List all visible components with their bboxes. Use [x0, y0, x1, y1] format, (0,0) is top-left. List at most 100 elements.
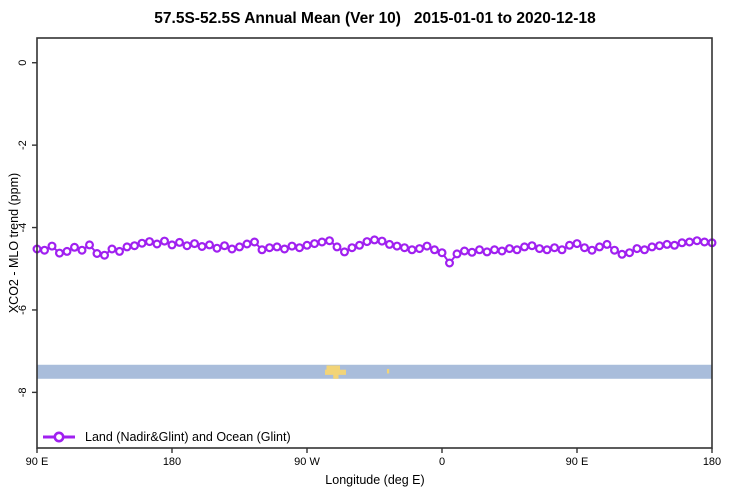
- data-point: [490, 245, 500, 255]
- data-point: [175, 237, 185, 247]
- land-patch: [325, 369, 346, 375]
- data-point: [549, 243, 559, 253]
- land-patch: [386, 368, 390, 374]
- data-point: [197, 242, 207, 252]
- data-point: [62, 246, 72, 256]
- data-point: [362, 237, 372, 247]
- data-point: [160, 236, 170, 246]
- data-point: [137, 238, 147, 248]
- x-tick-label: 180: [163, 456, 181, 468]
- data-point: [430, 245, 440, 255]
- data-point: [437, 248, 447, 258]
- data-point: [265, 243, 275, 253]
- data-point: [677, 238, 687, 248]
- data-point: [107, 244, 117, 254]
- legend: Land (Nadir&Glint) and Ocean (Glint): [42, 429, 291, 445]
- land-patch: [333, 373, 339, 379]
- data-point: [235, 242, 245, 252]
- data-point: [355, 240, 365, 250]
- data-point: [692, 236, 702, 246]
- data-point: [152, 239, 162, 249]
- y-tick-label: -4: [17, 223, 29, 233]
- data-point: [167, 240, 177, 250]
- data-point: [542, 245, 552, 255]
- data-point: [534, 244, 544, 254]
- data-point: [662, 239, 672, 249]
- data-point: [114, 246, 124, 256]
- x-tick-label: 90 E: [566, 456, 589, 468]
- x-axis-label: Longitude (deg E): [325, 473, 425, 487]
- data-point: [407, 245, 417, 255]
- data-point: [205, 240, 215, 250]
- data-point: [92, 249, 102, 259]
- y-tick-label: 0: [17, 60, 29, 66]
- data-point: [572, 239, 582, 249]
- data-point: [647, 242, 657, 252]
- data-point: [609, 245, 619, 255]
- data-point: [272, 242, 282, 252]
- data-point: [190, 239, 200, 249]
- data-point: [99, 250, 109, 260]
- data-point: [669, 240, 679, 250]
- data-point: [564, 240, 574, 250]
- y-tick-label: -6: [17, 305, 29, 315]
- data-point: [639, 245, 649, 255]
- data-point: [242, 239, 252, 249]
- land-patch: [326, 365, 340, 372]
- data-point: [280, 244, 290, 254]
- data-point: [579, 243, 589, 253]
- data-point: [310, 239, 320, 249]
- y-axis-label: XCO2 - MLO trend (ppm): [7, 172, 21, 314]
- data-point: [77, 245, 87, 255]
- legend-label: Land (Nadir&Glint) and Ocean (Glint): [85, 430, 291, 444]
- data-point: [370, 235, 380, 245]
- data-point: [54, 248, 64, 258]
- ocean-strip-band: [37, 364, 712, 379]
- data-point: [594, 242, 604, 252]
- data-point: [220, 241, 230, 251]
- data-point: [519, 242, 529, 252]
- data-point: [287, 241, 297, 251]
- data-point: [452, 249, 462, 259]
- data-point: [467, 247, 477, 257]
- data-point: [39, 245, 49, 255]
- data-point: [84, 240, 94, 250]
- data-point: [385, 239, 395, 249]
- data-point: [505, 244, 515, 254]
- data-point: [122, 242, 132, 252]
- data-point: [497, 246, 507, 256]
- data-point: [422, 241, 432, 251]
- x-tick-label: 90 E: [26, 456, 49, 468]
- data-point: [69, 242, 79, 252]
- plot-border: [36, 37, 713, 449]
- data-point: [295, 243, 305, 253]
- data-point: [317, 237, 327, 247]
- data-point: [587, 245, 597, 255]
- data-point: [415, 244, 425, 254]
- data-point: [250, 237, 260, 247]
- data-point: [392, 241, 402, 251]
- data-point: [227, 244, 237, 254]
- data-point: [325, 236, 335, 246]
- chart-title: 57.5S-52.5S Annual Mean (Ver 10) 2015-01…: [154, 10, 596, 27]
- x-tick-label: 90 W: [294, 456, 320, 468]
- legend-marker-icon: [43, 431, 75, 443]
- x-tick-label: 0: [439, 456, 445, 468]
- data-point: [557, 245, 567, 255]
- data-point: [145, 237, 155, 247]
- data-point: [302, 240, 312, 250]
- data-point: [400, 243, 410, 253]
- data-point: [527, 241, 537, 251]
- data-point: [684, 237, 694, 247]
- data-point: [460, 246, 470, 256]
- data-point: [602, 239, 612, 249]
- data-point: [47, 241, 57, 251]
- data-point: [475, 245, 485, 255]
- data-point: [632, 244, 642, 254]
- data-point: [445, 258, 455, 268]
- data-point: [257, 245, 267, 255]
- data-point: [347, 243, 357, 253]
- y-tick-label: -8: [17, 387, 29, 397]
